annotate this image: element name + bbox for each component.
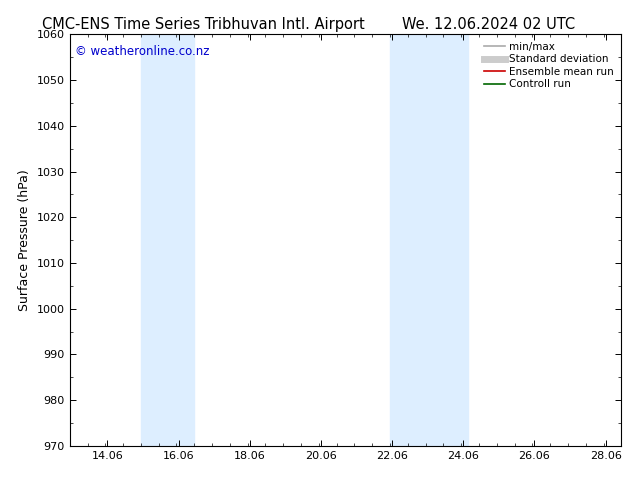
Text: © weatheronline.co.nz: © weatheronline.co.nz [75, 45, 210, 58]
Bar [141, 34, 194, 446]
Legend: min/max, Standard deviation, Ensemble mean run, Controll run: min/max, Standard deviation, Ensemble me… [482, 40, 616, 92]
Bar [390, 34, 469, 446]
Text: CMC-ENS Time Series Tribhuvan Intl. Airport: CMC-ENS Time Series Tribhuvan Intl. Airp… [41, 17, 365, 32]
Text: We. 12.06.2024 02 UTC: We. 12.06.2024 02 UTC [401, 17, 575, 32]
Y-axis label: Surface Pressure (hPa): Surface Pressure (hPa) [18, 169, 31, 311]
